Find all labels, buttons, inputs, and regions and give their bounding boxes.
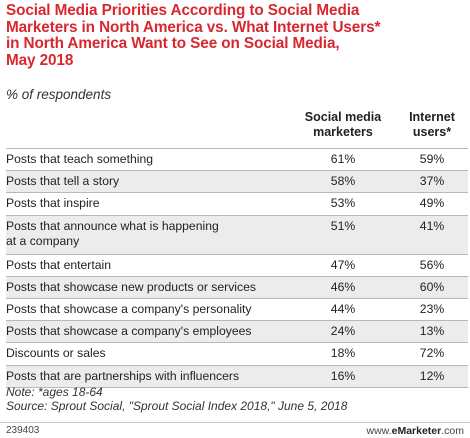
title-line: May 2018	[6, 53, 466, 70]
cell-internet-users-value: 13%	[396, 324, 468, 339]
table-row: Discounts or sales 18% 72%	[6, 342, 468, 364]
row-label-line: Posts that showcase a company's employee…	[6, 324, 296, 339]
cell-marketers-value: 18%	[302, 346, 384, 361]
title-line: Social Media Priorities According to Soc…	[6, 3, 466, 20]
cell-internet-users-value: 59%	[396, 152, 468, 167]
column-header-line: Internet	[396, 110, 468, 125]
row-label-line: Posts that entertain	[6, 258, 296, 273]
row-label-line: Posts that showcase new products or serv…	[6, 280, 296, 295]
row-label: Posts that tell a story	[6, 174, 296, 189]
column-header-internet-users: Internet users*	[396, 110, 468, 140]
cell-marketers-value: 58%	[302, 174, 384, 189]
row-label-line: Posts that showcase a company's personal…	[6, 302, 296, 317]
footer: 239403 www.eMarketer.com	[0, 422, 470, 438]
cell-marketers-value: 53%	[302, 196, 384, 211]
row-label: Posts that announce what is happening at …	[6, 219, 296, 249]
title-line: in North America Want to See on Social M…	[6, 36, 466, 53]
table-row: Posts that tell a story 58% 37%	[6, 170, 468, 192]
cell-internet-users-value: 72%	[396, 346, 468, 361]
notes: Note: *ages 18-64 Source: Sprout Social,…	[6, 385, 466, 413]
row-label-line: at a company	[6, 234, 296, 249]
cell-internet-users-value: 23%	[396, 302, 468, 317]
row-label: Posts that teach something	[6, 152, 296, 167]
row-label: Posts that inspire	[6, 196, 296, 211]
row-label: Posts that showcase a company's personal…	[6, 302, 296, 317]
row-label-line: Discounts or sales	[6, 346, 296, 361]
cell-internet-users-value: 41%	[396, 219, 468, 234]
table-row: Posts that inspire 53% 49%	[6, 192, 468, 214]
column-header-line: marketers	[302, 125, 384, 140]
cell-marketers-value: 44%	[302, 302, 384, 317]
table-row: Posts that showcase new products or serv…	[6, 276, 468, 298]
data-table: Social media marketers Internet users* P…	[6, 106, 468, 388]
source-text: Source: Sprout Social, "Sprout Social In…	[6, 399, 466, 413]
row-label-line: Posts that inspire	[6, 196, 296, 211]
cell-internet-users-value: 12%	[396, 369, 468, 384]
cell-internet-users-value: 56%	[396, 258, 468, 273]
column-header-marketers: Social media marketers	[302, 110, 384, 140]
cell-marketers-value: 24%	[302, 324, 384, 339]
brand-logo: www.eMarketer.com	[367, 424, 464, 438]
brand-suffix: .com	[441, 425, 464, 437]
row-label-line: Posts that announce what is happening	[6, 219, 296, 234]
table-row: Posts that teach something 61% 59%	[6, 148, 468, 170]
row-label: Posts that are partnerships with influen…	[6, 369, 296, 384]
table-header: Social media marketers Internet users*	[6, 106, 468, 148]
note-text: Note: *ages 18-64	[6, 385, 466, 399]
cell-marketers-value: 46%	[302, 280, 384, 295]
column-header-line: users*	[396, 125, 468, 140]
row-label-line: Posts that teach something	[6, 152, 296, 167]
cell-marketers-value: 47%	[302, 258, 384, 273]
row-label: Posts that showcase a company's employee…	[6, 324, 296, 339]
chart-title: Social Media Priorities According to Soc…	[6, 3, 466, 69]
cell-internet-users-value: 37%	[396, 174, 468, 189]
table-row: Posts that are partnerships with influen…	[6, 365, 468, 387]
table-row: Posts that showcase a company's employee…	[6, 320, 468, 342]
cell-marketers-value: 61%	[302, 152, 384, 167]
column-header-line: Social media	[302, 110, 384, 125]
table-row: Posts that showcase a company's personal…	[6, 298, 468, 320]
cell-marketers-value: 51%	[302, 219, 384, 234]
table-body: Posts that teach something 61% 59% Posts th…	[6, 148, 468, 388]
row-label-line: Posts that are partnerships with influen…	[6, 369, 296, 384]
table-row: Posts that entertain 47% 56%	[6, 254, 468, 276]
row-label: Posts that showcase new products or serv…	[6, 280, 296, 295]
chart-subtitle: % of respondents	[6, 87, 111, 102]
row-label: Discounts or sales	[6, 346, 296, 361]
brand-name: eMarketer	[392, 425, 442, 437]
cell-internet-users-value: 60%	[396, 280, 468, 295]
cell-internet-users-value: 49%	[396, 196, 468, 211]
row-label-line: Posts that tell a story	[6, 174, 296, 189]
row-label: Posts that entertain	[6, 258, 296, 273]
table-row: Posts that announce what is happening at …	[6, 215, 468, 254]
cell-marketers-value: 16%	[302, 369, 384, 384]
brand-prefix: www.	[367, 425, 392, 437]
chart-id: 239403	[6, 424, 39, 438]
title-line: Marketers in North America vs. What Inte…	[6, 20, 466, 37]
